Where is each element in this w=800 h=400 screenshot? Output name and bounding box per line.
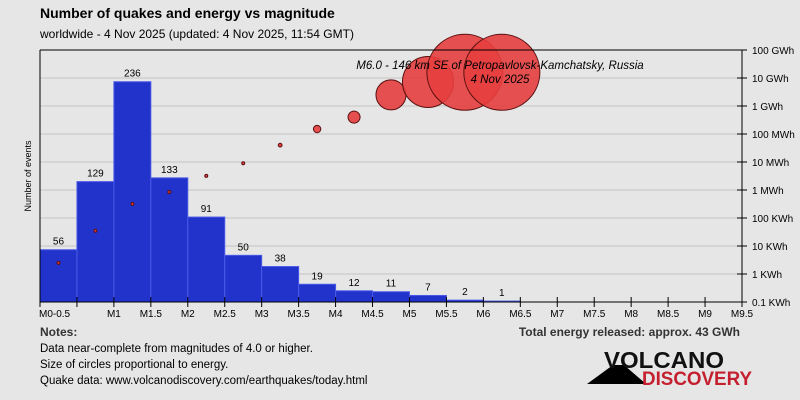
annotation-line2: 4 Nov 2025 xyxy=(471,74,530,86)
energy-circle xyxy=(204,173,209,178)
x-tick-label: M7.5 xyxy=(583,309,606,320)
total-energy: Total energy released: approx. 43 GWh xyxy=(519,325,740,339)
bar xyxy=(39,249,78,303)
energy-tick-label: 10 MWh xyxy=(752,158,789,169)
energy-tick-label: 100 GWh xyxy=(752,46,794,57)
note-line: Data near-complete from magnitudes of 4.… xyxy=(40,343,313,355)
x-tick-label: M0-0.5 xyxy=(39,309,71,320)
x-tick-label: M1.5 xyxy=(140,309,163,320)
bar xyxy=(335,290,374,303)
bar xyxy=(150,177,189,303)
x-tick-label: M6.5 xyxy=(509,309,532,320)
energy-tick-label: 1 GWh xyxy=(752,102,783,113)
bar xyxy=(187,216,226,303)
bar-label: 133 xyxy=(161,165,178,176)
bar xyxy=(261,266,300,303)
energy-circle xyxy=(93,228,98,233)
annotation-line1: M6.0 - 146 km SE of Petropavlovsk-Kamcha… xyxy=(356,60,643,72)
chart-title: Number of quakes and energy vs magnitude xyxy=(40,5,335,21)
bar-label: 50 xyxy=(238,242,250,253)
x-tick-label: M8.5 xyxy=(657,309,680,320)
volcanodiscovery-logo: VOLCANO DISCOVERY xyxy=(587,347,752,390)
x-tick-label: M2 xyxy=(181,309,195,320)
bar-label: 56 xyxy=(53,237,65,248)
x-tick-label: M4 xyxy=(329,309,343,320)
bar-label: 236 xyxy=(124,69,141,80)
energy-circle xyxy=(56,260,61,265)
bar-label: 1 xyxy=(499,288,505,299)
chart-subtitle: worldwide - 4 Nov 2025 (updated: 4 Nov 2… xyxy=(39,27,354,41)
x-tick-label: M9 xyxy=(698,309,712,320)
bar xyxy=(372,291,410,303)
x-tick-label: M7 xyxy=(550,309,564,320)
energy-circle xyxy=(130,201,135,206)
x-tick-label: M5 xyxy=(403,309,417,320)
energy-ticks: 0.1 KWh 1 KWh 10 KWh 100 KWh 1 MWh 10 MWh 100 … xyxy=(737,46,795,309)
energy-tick-label: 1 KWh xyxy=(752,270,782,281)
x-tick-label: M6 xyxy=(476,309,490,320)
energy-circle xyxy=(375,79,407,111)
energy-circle xyxy=(463,33,541,111)
bar xyxy=(224,254,263,303)
energy-circle xyxy=(241,161,246,166)
x-tick-label: M3.5 xyxy=(288,309,311,320)
volcano-icon xyxy=(587,365,646,384)
bar-label: 11 xyxy=(386,279,397,290)
energy-circle xyxy=(347,110,361,124)
energy-tick-label: 0.1 KWh xyxy=(752,298,790,309)
bars xyxy=(39,81,521,303)
energy-tick-label: 1 MWh xyxy=(752,186,784,197)
bar-label: 129 xyxy=(87,169,104,180)
bar-label: 19 xyxy=(312,271,324,282)
energy-tick-label: 100 MWh xyxy=(752,130,795,141)
notes-heading: Notes: xyxy=(40,325,77,339)
x-tick-label: M5.5 xyxy=(435,309,458,320)
bar xyxy=(298,283,337,303)
bar-labels: 56 129 236 133 91 50 38 19 12 11 7 2 1 xyxy=(53,69,505,299)
x-tick-label: M2.5 xyxy=(214,309,237,320)
bar xyxy=(408,294,447,303)
bar-label: 38 xyxy=(275,254,287,265)
energy-circle xyxy=(277,142,283,148)
x-ticks: M0-0.5 M1 M1.5 M2 M2.5 M3 M3.5 M4 M4.5 M5 M5.5 M6 M6… xyxy=(39,297,754,320)
y-axis-label: Number of events xyxy=(23,140,33,212)
logo-top: VOLCANO xyxy=(604,347,724,373)
bar xyxy=(113,81,152,303)
bar-label: 7 xyxy=(425,282,431,293)
x-tick-label: M4.5 xyxy=(361,309,384,320)
x-tick-label: M9.5 xyxy=(731,309,754,320)
bar-label: 91 xyxy=(201,204,213,215)
x-tick-label: M3 xyxy=(255,309,269,320)
energy-tick-label: 10 KWh xyxy=(752,242,788,253)
energy-tick-label: 10 GWh xyxy=(752,74,789,85)
note-line: Quake data: www.volcanodiscovery.com/ear… xyxy=(40,375,368,387)
bar xyxy=(76,181,115,303)
note-line: Size of circles proportional to energy. xyxy=(40,359,228,371)
logo-bottom: DISCOVERY xyxy=(642,369,752,390)
x-tick-label: M1 xyxy=(107,309,121,320)
energy-tick-label: 100 KWh xyxy=(752,214,793,225)
energy-circle xyxy=(312,124,322,134)
bar-label: 12 xyxy=(348,278,360,289)
bar-label: 2 xyxy=(462,287,468,298)
energy-circles xyxy=(56,33,541,265)
energy-circle xyxy=(167,189,172,194)
x-tick-label: M8 xyxy=(624,309,638,320)
